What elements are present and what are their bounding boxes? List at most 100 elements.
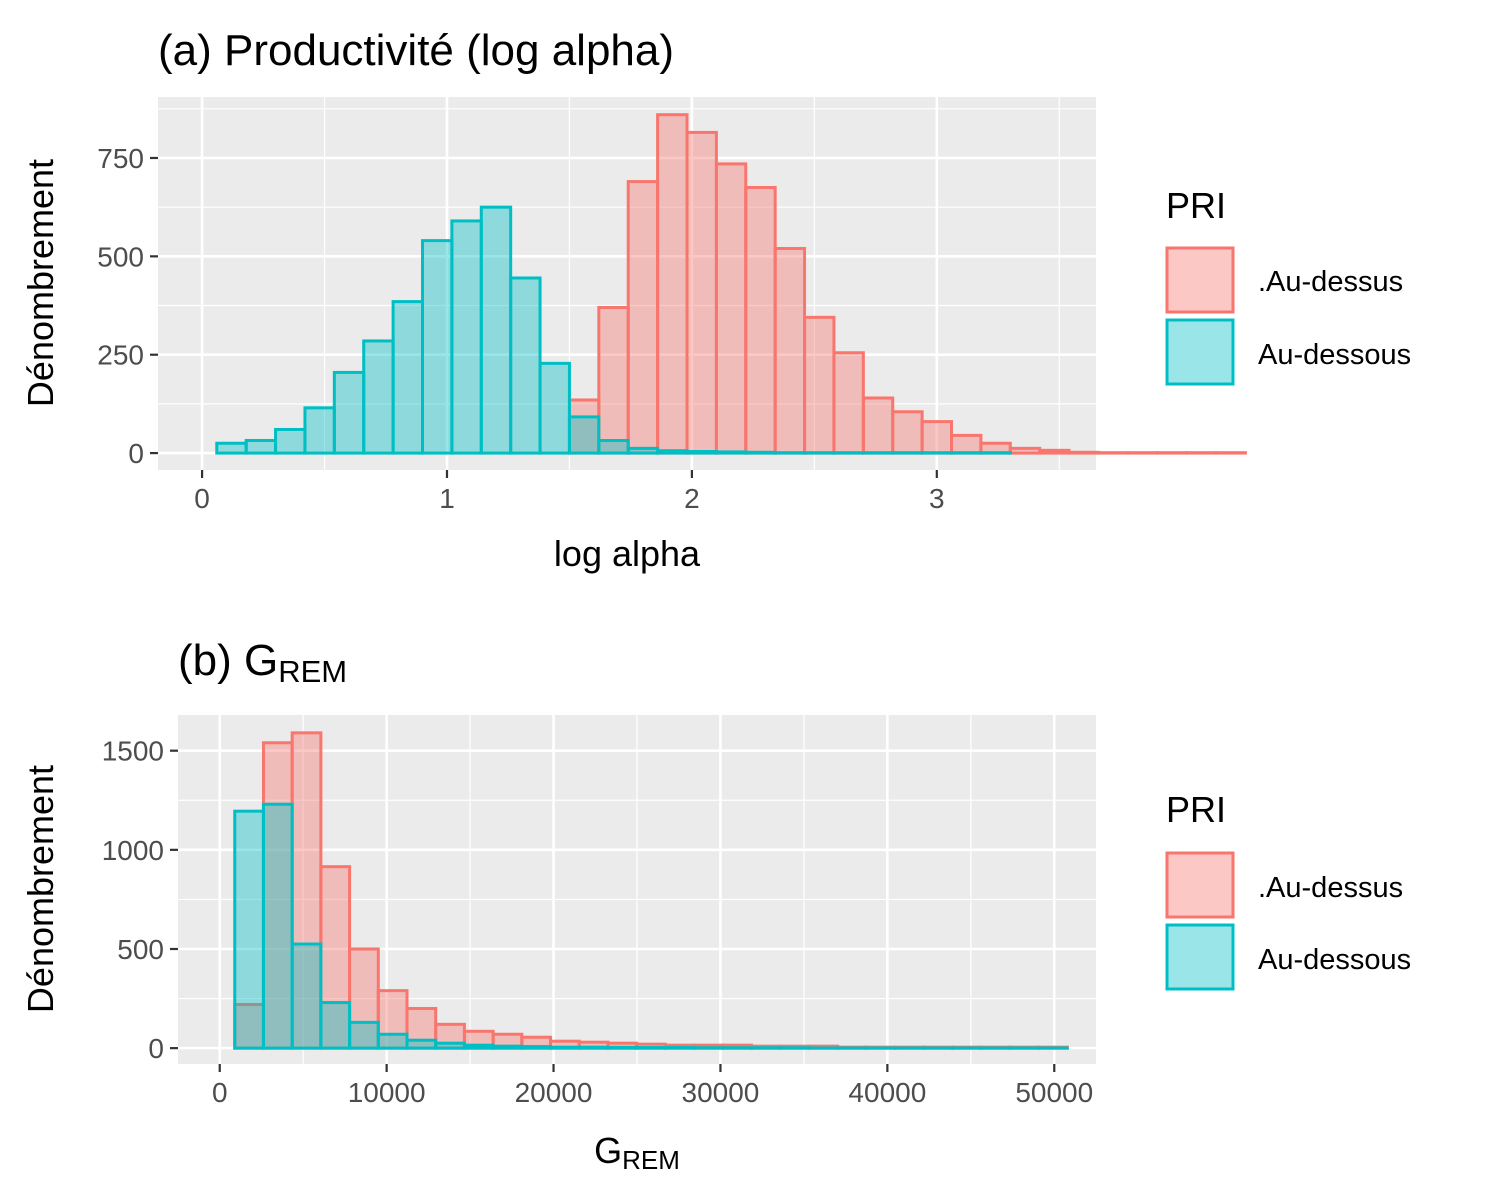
a-y-tick-label: 0 xyxy=(128,438,144,469)
chart-b-title-main: (b) G xyxy=(178,636,278,685)
a-bar-below xyxy=(626,446,660,455)
chart-b-gridlines xyxy=(178,715,1096,1064)
chart-a: (a) Productivité (log alpha) 0 1 2 3 0 250 500… xyxy=(20,26,1411,574)
b-bar-below xyxy=(290,942,323,1050)
chart-a-legend: PRI .Au-dessus Au-dessous xyxy=(1165,185,1411,386)
b-bar-below xyxy=(376,1032,409,1050)
a-x-tick-label: 3 xyxy=(929,483,945,514)
a-bar-above xyxy=(891,410,924,455)
chart-a-x-axis-title: log alpha xyxy=(554,533,701,574)
b-y-tick-label: 1000 xyxy=(102,835,164,866)
b-y-tick-label: 1500 xyxy=(102,736,164,767)
b-y-tick-label: 500 xyxy=(117,934,164,965)
b-bar-below xyxy=(348,1020,380,1050)
a-x-tick-label: 1 xyxy=(439,483,455,514)
a-bar-above xyxy=(861,396,895,455)
chart-b-legend-label-below: Au-dessous xyxy=(1258,944,1411,976)
a-x-tick-label: 0 xyxy=(194,483,210,514)
a-bar-above xyxy=(803,315,836,455)
chart-b-axes: 0 10000 20000 30000 40000 50000 0 500 1000 1500 xyxy=(102,736,1094,1108)
chart-a-axes: 0 1 2 3 0 250 500 750 xyxy=(97,143,944,514)
chart-a-legend-label-above: .Au-dessus xyxy=(1258,266,1403,298)
b-bar-below xyxy=(319,1001,352,1050)
b-bar-below xyxy=(549,1045,581,1050)
a-bar-below xyxy=(685,450,718,455)
chart-b: (b) GREM 0 10000 20000 30000 40000 5000005001… xyxy=(20,636,1411,1175)
chart-b-bars xyxy=(233,731,1069,1050)
b-x-tick-label: 0 xyxy=(212,1077,228,1108)
a-bar-below xyxy=(215,441,248,455)
a-bar-below xyxy=(450,219,483,455)
b-bar-below xyxy=(606,1045,639,1050)
chart-b-legend-title: PRI xyxy=(1166,789,1226,830)
chart-b-x-axis-title-main: G xyxy=(594,1130,622,1171)
b-x-tick-label: 20000 xyxy=(515,1077,593,1108)
a-bar-above xyxy=(832,351,865,455)
a-bar-below xyxy=(303,406,336,455)
a-bar-below xyxy=(421,239,454,455)
chart-b-legend-key-below xyxy=(1165,923,1235,991)
b-bar-below xyxy=(434,1041,466,1050)
a-bar-above xyxy=(626,180,660,455)
a-y-tick-label: 500 xyxy=(97,241,144,272)
a-bar-below xyxy=(479,205,513,455)
chart-a-bars xyxy=(215,113,1247,455)
a-bar-below xyxy=(362,339,395,455)
a-bar-above xyxy=(744,185,777,455)
a-bar-above xyxy=(656,113,689,455)
a-bar-below xyxy=(656,449,689,455)
a-bar-below xyxy=(597,438,630,455)
b-bar-below xyxy=(635,1046,667,1050)
a-bar-above xyxy=(1008,446,1042,455)
b-bar-below xyxy=(491,1044,524,1050)
a-bar-above xyxy=(1067,450,1100,455)
b-x-tick-label: 40000 xyxy=(848,1077,926,1108)
a-bar-below xyxy=(538,361,571,455)
a-bar-below xyxy=(509,276,542,455)
b-bar-below xyxy=(462,1043,495,1050)
a-bar-above xyxy=(920,420,954,455)
a-bar-above xyxy=(714,162,748,455)
chart-b-x-axis-title-sub: REM xyxy=(622,1145,680,1175)
b-x-tick-label: 10000 xyxy=(348,1077,426,1108)
chart-a-title: (a) Productivité (log alpha) xyxy=(158,26,674,75)
chart-b-title-sub: REM xyxy=(278,654,347,689)
a-bar-below xyxy=(391,300,425,455)
a-bar-below xyxy=(332,370,366,455)
b-bar-above xyxy=(233,1003,265,1050)
chart-a-legend-key-above xyxy=(1165,246,1235,314)
a-bar-below xyxy=(567,415,601,455)
a-bar-below xyxy=(274,427,307,455)
b-bar-below xyxy=(233,809,265,1050)
b-x-tick-label: 50000 xyxy=(1015,1077,1093,1108)
chart-b-y-axis-title: Dénombrement xyxy=(20,765,61,1013)
chart-b-legend-key-above xyxy=(1165,851,1235,919)
b-bar-below xyxy=(520,1045,553,1050)
a-bar-above xyxy=(685,130,718,455)
a-x-tick-label: 2 xyxy=(684,483,700,514)
a-bar-above xyxy=(950,433,983,455)
a-y-tick-label: 750 xyxy=(97,143,144,174)
b-bar-below xyxy=(261,802,294,1050)
a-bar-below xyxy=(714,450,748,455)
b-x-tick-label: 30000 xyxy=(682,1077,760,1108)
chart-a-y-axis-title: Dénombrement xyxy=(20,159,61,407)
a-bar-above xyxy=(597,306,630,455)
a-bar-below xyxy=(744,450,777,455)
b-y-tick-label: 0 xyxy=(148,1033,164,1064)
chart-b-title: (b) GREM xyxy=(178,636,347,689)
a-bar-above xyxy=(773,246,807,455)
chart-b-x-axis-title: GREM xyxy=(594,1130,680,1175)
b-bar-below xyxy=(663,1046,696,1050)
a-bar-above xyxy=(1038,448,1071,455)
b-bar-below xyxy=(405,1038,438,1050)
b-bar-above xyxy=(348,947,380,1050)
b-bar-below xyxy=(577,1045,610,1050)
chart-a-legend-title: PRI xyxy=(1166,185,1226,226)
chart-a-legend-key-below xyxy=(1165,318,1235,386)
a-bar-below xyxy=(244,438,278,455)
a-y-tick-label: 250 xyxy=(97,340,144,371)
chart-b-legend: PRI .Au-dessus Au-dessous xyxy=(1165,789,1411,991)
chart-a-legend-label-below: Au-dessous xyxy=(1258,339,1411,371)
